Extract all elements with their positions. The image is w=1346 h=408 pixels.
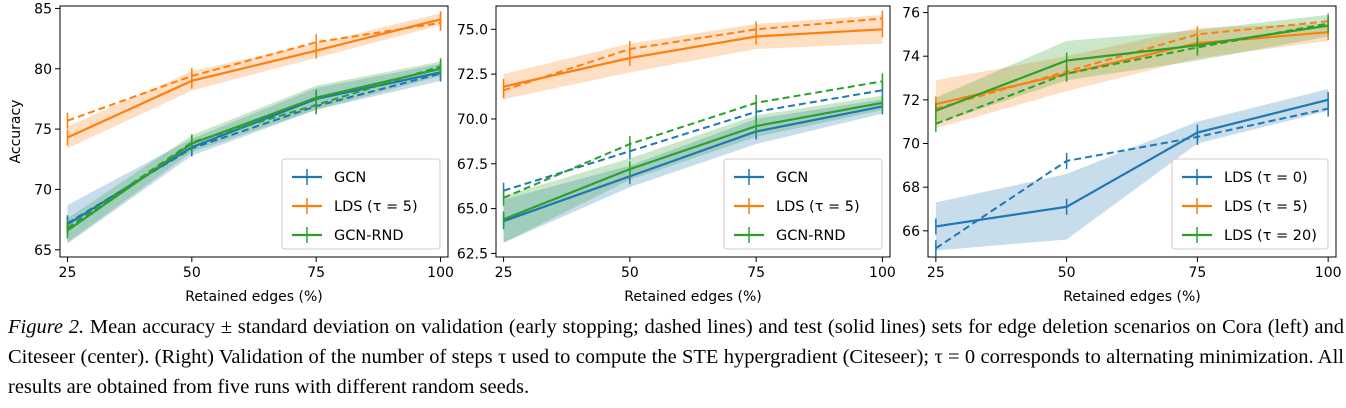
y-tick-label: 68	[902, 180, 920, 196]
y-tick-label: 85	[34, 1, 52, 17]
legend-box	[281, 158, 441, 250]
y-tick-label: 72	[902, 93, 920, 109]
plot-frame	[495, 5, 891, 258]
x-tick-label: 25	[927, 265, 945, 281]
x-tick-label: 100	[427, 265, 454, 281]
caption-text: Mean accuracy ± standard deviation on va…	[8, 316, 1344, 398]
legend-box	[723, 158, 883, 250]
plot-frame	[927, 5, 1337, 258]
validation-line-1	[503, 17, 883, 92]
y-tick-label: 76	[902, 6, 920, 22]
validation-line-2	[503, 80, 883, 199]
y-axis-label: Accuracy	[8, 100, 24, 164]
y-tick-label: 65	[34, 243, 52, 259]
x-tick-label: 75	[1188, 265, 1206, 281]
x-tick-label: 100	[1315, 265, 1342, 281]
x-tick-label: 25	[495, 265, 513, 281]
test-line-2	[935, 24, 1329, 112]
legend-label: GCN	[776, 170, 808, 186]
legend-label: LDS (τ = 0)	[1224, 170, 1308, 186]
std-band-1	[67, 13, 441, 149]
validation-line-0	[935, 107, 1329, 250]
legend-label: LDS (τ = 5)	[1224, 199, 1308, 215]
std-band-0	[67, 63, 441, 244]
test-line-1	[67, 18, 441, 139]
x-tick-label: 25	[59, 265, 77, 281]
caption-label: Figure 2.	[8, 316, 85, 338]
y-tick-label: 74	[902, 49, 920, 65]
legend-label: LDS (τ = 5)	[334, 199, 418, 215]
figure-panels: 25 50 75 100 65 70 75 80 85 Retained edges (%) Acc…	[8, 1, 1342, 305]
test-line-2	[503, 101, 883, 221]
std-band-0	[503, 99, 883, 243]
std-band-1	[935, 23, 1329, 129]
legend-label: LDS (τ = 5)	[776, 199, 860, 215]
y-tick-label: 80	[34, 62, 52, 78]
std-band-2	[935, 14, 1329, 124]
x-tick-label: 75	[307, 265, 325, 281]
y-tick-label: 70.0	[457, 112, 488, 128]
legend-label: GCN-RND	[776, 228, 846, 244]
y-tick-label: 65.0	[457, 202, 488, 218]
y-tick-label: 70	[34, 182, 52, 198]
test-line-0	[503, 105, 883, 223]
test-line-2	[66, 67, 441, 232]
y-tick-label: 66	[902, 224, 920, 240]
validation-line-1	[67, 21, 441, 122]
validation-line-2	[66, 65, 441, 229]
test-line-1	[503, 28, 883, 88]
legend-label: GCN-RND	[334, 228, 404, 244]
x-tick-label: 100	[869, 265, 896, 281]
x-axis-label: Retained edges (%)	[185, 289, 322, 305]
chart-panel-cora: 25 50 75 100 65 70 75 80 85 Retained edges (%) Acc…	[8, 1, 454, 305]
x-axis-label: Retained edges (%)	[624, 289, 761, 305]
x-tick-label: 50	[1058, 265, 1076, 281]
legend-box	[1171, 158, 1329, 250]
figure-caption: Figure 2. Mean accuracy ± standard devia…	[8, 312, 1344, 402]
chart-panel-citeseer: 25 50 75 100 62.5 65.0 67.5 70.0 72.5 75.0 Retaine…	[457, 5, 896, 305]
legend-label: LDS (τ = 20)	[1224, 228, 1317, 244]
legend-label: GCN	[334, 170, 366, 186]
y-tick-label: 75.0	[457, 22, 488, 38]
y-tick-label: 62.5	[457, 246, 488, 262]
test-line-0	[935, 98, 1329, 228]
y-tick-label: 70	[902, 137, 920, 153]
plot-frame	[59, 5, 449, 258]
x-tick-label: 50	[183, 265, 201, 281]
y-tick-label: 75	[34, 122, 52, 138]
x-tick-label: 50	[621, 265, 639, 281]
y-tick-label: 72.5	[457, 67, 488, 83]
validation-line-2	[935, 22, 1329, 125]
test-line-1	[935, 31, 1329, 106]
y-tick-label: 67.5	[457, 157, 488, 173]
chart-panel-tau-validation: 25 50 75 100 66 68 70 72 74 76 Retained edges (%) L…	[902, 5, 1342, 305]
x-tick-label: 75	[747, 265, 765, 281]
std-band-1	[503, 14, 883, 100]
x-axis-label: Retained edges (%)	[1063, 289, 1200, 305]
